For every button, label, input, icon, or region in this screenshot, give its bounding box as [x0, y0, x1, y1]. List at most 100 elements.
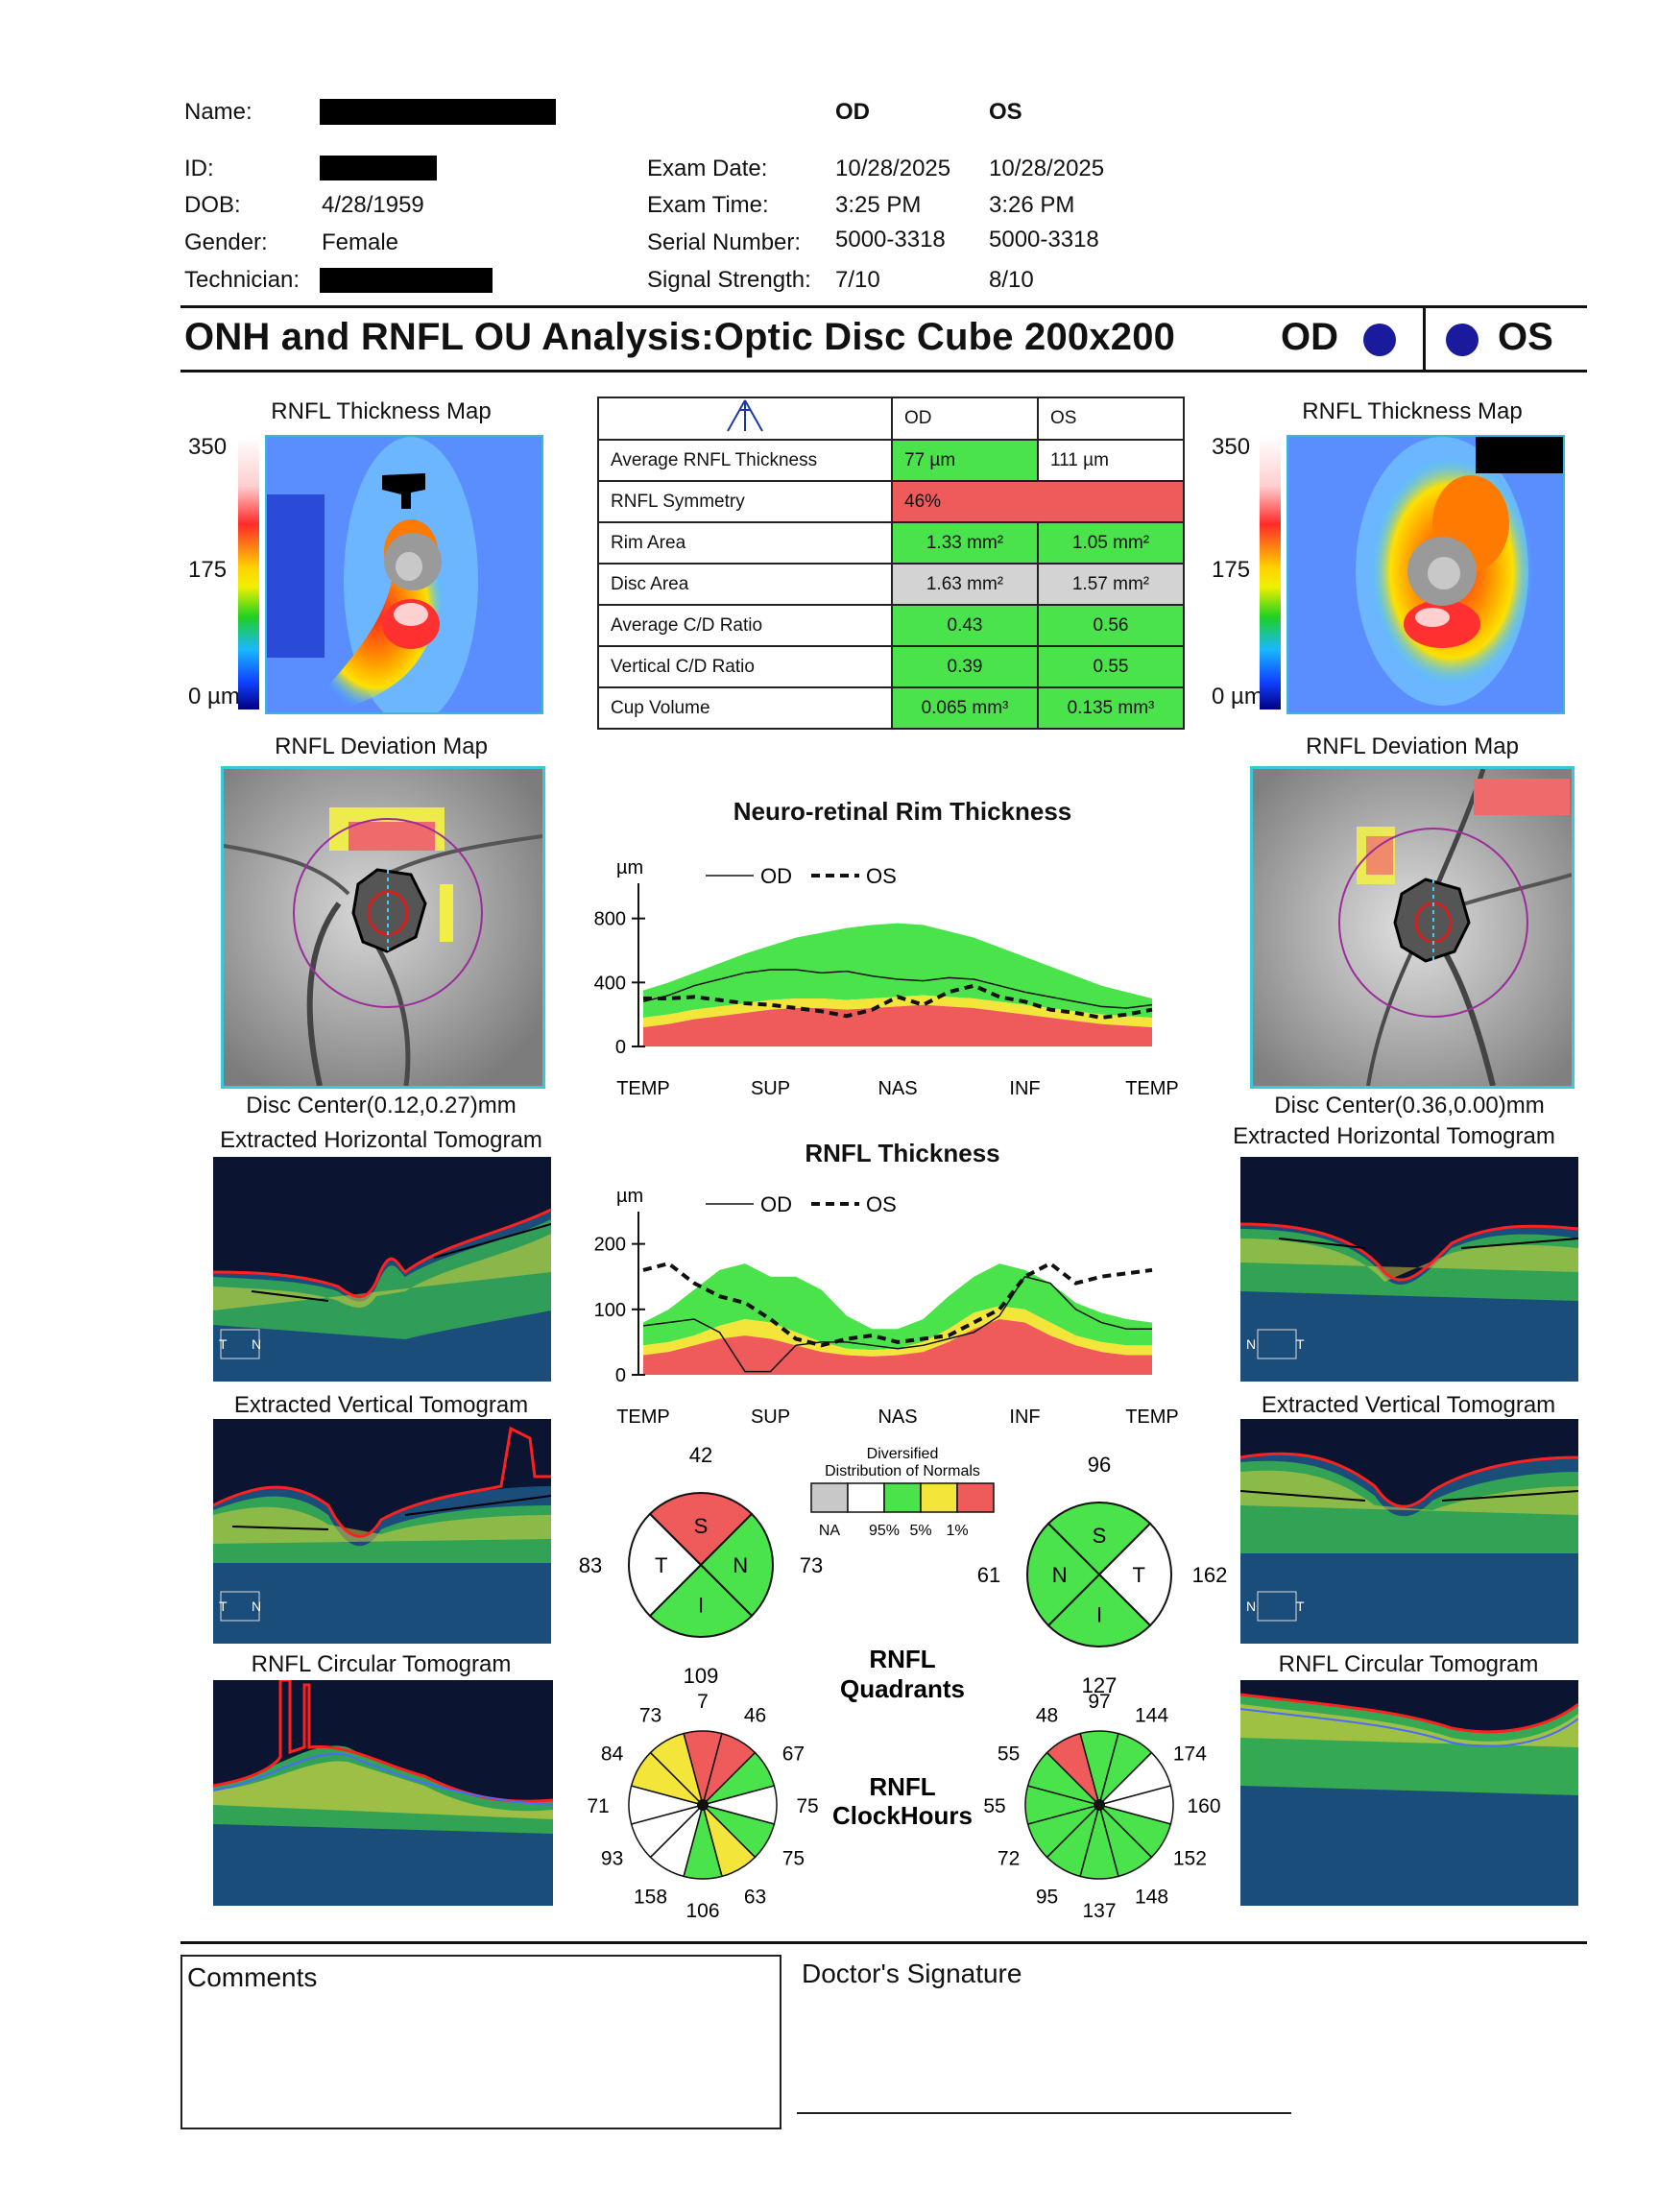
rim-y-tick-label: 0	[615, 1037, 626, 1058]
table-row: RNFL Symmetry 46%	[597, 480, 1185, 523]
os-quadrant-T	[1097, 1522, 1172, 1627]
title-od-label: OD	[1281, 316, 1338, 358]
row-od-value: 1.63 mm²	[891, 563, 1039, 606]
clockhours-title-line1: RNFL	[869, 1772, 935, 1801]
od-quadrant-letter: T	[655, 1553, 667, 1577]
exam-date-label: Exam Date:	[647, 156, 768, 181]
os-clockhour-value: 48	[1036, 1705, 1058, 1727]
os-quadrant-S	[1046, 1502, 1152, 1576]
rnfl-thickness-chart: µm 200 100 0 TEMP SUP NAS INF TEMP OD OS	[594, 1186, 1179, 1428]
os-quadrant-letter: I	[1096, 1602, 1102, 1626]
row-label: RNFL Symmetry	[597, 480, 893, 523]
od-scale-mid: 175	[188, 557, 228, 583]
od-clockhour-value: 73	[639, 1705, 661, 1727]
od-clockhour-value: 84	[601, 1743, 624, 1766]
rnfl-x-tick-label: INF	[1009, 1407, 1040, 1428]
od-clockhour-value: 7	[697, 1691, 709, 1713]
row-label: Cup Volume	[597, 686, 893, 730]
redacted-id	[320, 156, 437, 180]
rnfl-od-line	[642, 1275, 1152, 1373]
table-row: Rim Area 1.33 mm² 1.05 mm²	[597, 521, 1186, 565]
serial-label: Serial Number:	[647, 229, 802, 255]
rim-x-tick-label: TEMP	[616, 1078, 670, 1099]
od-quadrant-letter: S	[694, 1514, 709, 1538]
od-circular-tomogram	[213, 1680, 553, 1906]
os-quadrant-value: 127	[1082, 1673, 1118, 1697]
signature-line[interactable]	[797, 2112, 1291, 2114]
gender-value: Female	[322, 229, 399, 255]
row-od-value: 0.43	[891, 604, 1039, 647]
od-scale-bottom: 0 µm	[188, 684, 240, 709]
od-clockhour-value: 106	[685, 1900, 719, 1922]
table-header-row: OD OS	[597, 397, 1186, 441]
row-os-value: 1.57 mm²	[1036, 563, 1186, 606]
rim-thickness-chart: µm 800 400 0 TEMP SUP NAS INF TEMP OD OS	[594, 857, 1179, 1099]
parameters-table: OD OS Average RNFL Thickness 77 µm 111 µ…	[597, 397, 1186, 730]
footer-divider	[180, 1941, 1587, 1944]
exam-time-label: Exam Time:	[647, 192, 769, 218]
rim-legend-os: OS	[866, 864, 897, 888]
row-od-value: 0.39	[891, 645, 1039, 688]
od-disc-center: Disc Center(0.12,0.27)mm	[246, 1093, 517, 1118]
od-thickness-map	[265, 435, 543, 714]
legend-swatch	[883, 1482, 922, 1513]
technician-label: Technician:	[184, 267, 301, 293]
comments-box[interactable]: Comments	[180, 1955, 781, 2129]
rnfl-os-line	[642, 1261, 1153, 1348]
od-quadrant-value: 109	[684, 1664, 719, 1688]
table-row: Average C/D Ratio 0.43 0.56	[597, 604, 1186, 647]
row-os-value: 1.05 mm²	[1036, 521, 1186, 565]
os-clockhour-center	[1094, 1799, 1105, 1811]
legend-title-line2: Distribution of Normals	[825, 1463, 980, 1479]
od-quadrant-T	[628, 1512, 703, 1618]
row-od-value: 1.33 mm²	[891, 521, 1039, 565]
od-v-marker-b: N	[252, 1599, 261, 1614]
table-row: Cup Volume 0.065 mm³ 0.135 mm³	[597, 686, 1186, 730]
os-circular-tomogram-title: RNFL Circular Tomogram	[1278, 1651, 1539, 1677]
exam-date-os: 10/28/2025	[989, 156, 1105, 181]
table-col-os: OS	[1036, 397, 1186, 441]
row-label: Average C/D Ratio	[597, 604, 893, 647]
rnfl-band-outside	[643, 1319, 1152, 1375]
od-thickness-map-title: RNFL Thickness Map	[271, 398, 492, 424]
quadrants-title-line1: RNFL	[869, 1645, 935, 1673]
od-quadrant-value: 73	[800, 1553, 823, 1577]
od-clockhour-value: 75	[782, 1848, 805, 1870]
os-clockhour-slice	[1046, 1732, 1101, 1808]
os-disc-center: Disc Center(0.36,0.00)mm	[1274, 1093, 1545, 1118]
od-clockhour-center	[697, 1799, 709, 1811]
rnfl-x-tick-label: NAS	[878, 1407, 917, 1428]
row-os-value: 111 µm	[1036, 439, 1186, 482]
zeiss-logo-icon	[727, 399, 763, 432]
table-row: Vertical C/D Ratio 0.39 0.55	[597, 645, 1186, 688]
legend-swatch	[810, 1482, 849, 1513]
signature-label: Doctor's Signature	[802, 1959, 1022, 1988]
rnfl-legend-os: OS	[866, 1192, 897, 1216]
os-quadrant-letter: S	[1093, 1524, 1107, 1548]
os-clockhour-value: 72	[998, 1848, 1020, 1870]
od-quadrant-S	[648, 1492, 754, 1567]
os-scale-top: 350	[1212, 434, 1251, 460]
rim-x-tick-label: NAS	[878, 1078, 917, 1099]
table-row: Average RNFL Thickness 77 µm 111 µm	[597, 439, 1186, 482]
serial-od: 5000-3318	[835, 227, 946, 252]
rim-x-tick-label: SUP	[751, 1078, 790, 1099]
row-symmetry-value: 46%	[891, 480, 1185, 523]
rnfl-x-tick-label: TEMP	[1125, 1407, 1179, 1428]
os-quadrant-letter: N	[1052, 1563, 1068, 1587]
legend-swatch	[847, 1482, 885, 1513]
row-label: Rim Area	[597, 521, 893, 565]
od-clockhour-value: 46	[744, 1705, 766, 1727]
legend-1: 1%	[946, 1523, 968, 1539]
os-scale-bottom: 0 µm	[1212, 684, 1263, 709]
od-quadrant-letter: N	[733, 1553, 748, 1577]
row-label: Vertical C/D Ratio	[597, 645, 893, 688]
os-horizontal-tomogram-title: Extracted Horizontal Tomogram	[1233, 1123, 1555, 1149]
od-horizontal-tomogram-title: Extracted Horizontal Tomogram	[220, 1127, 542, 1153]
od-circular-tomogram-title: RNFL Circular Tomogram	[251, 1651, 512, 1677]
od-vertical-tomogram: T N	[213, 1419, 551, 1644]
os-vertical-tomogram-title: Extracted Vertical Tomogram	[1261, 1392, 1556, 1418]
legend-95: 95%	[869, 1523, 900, 1539]
dob-value: 4/28/1959	[322, 192, 424, 218]
os-thickness-map-title: RNFL Thickness Map	[1302, 398, 1523, 424]
